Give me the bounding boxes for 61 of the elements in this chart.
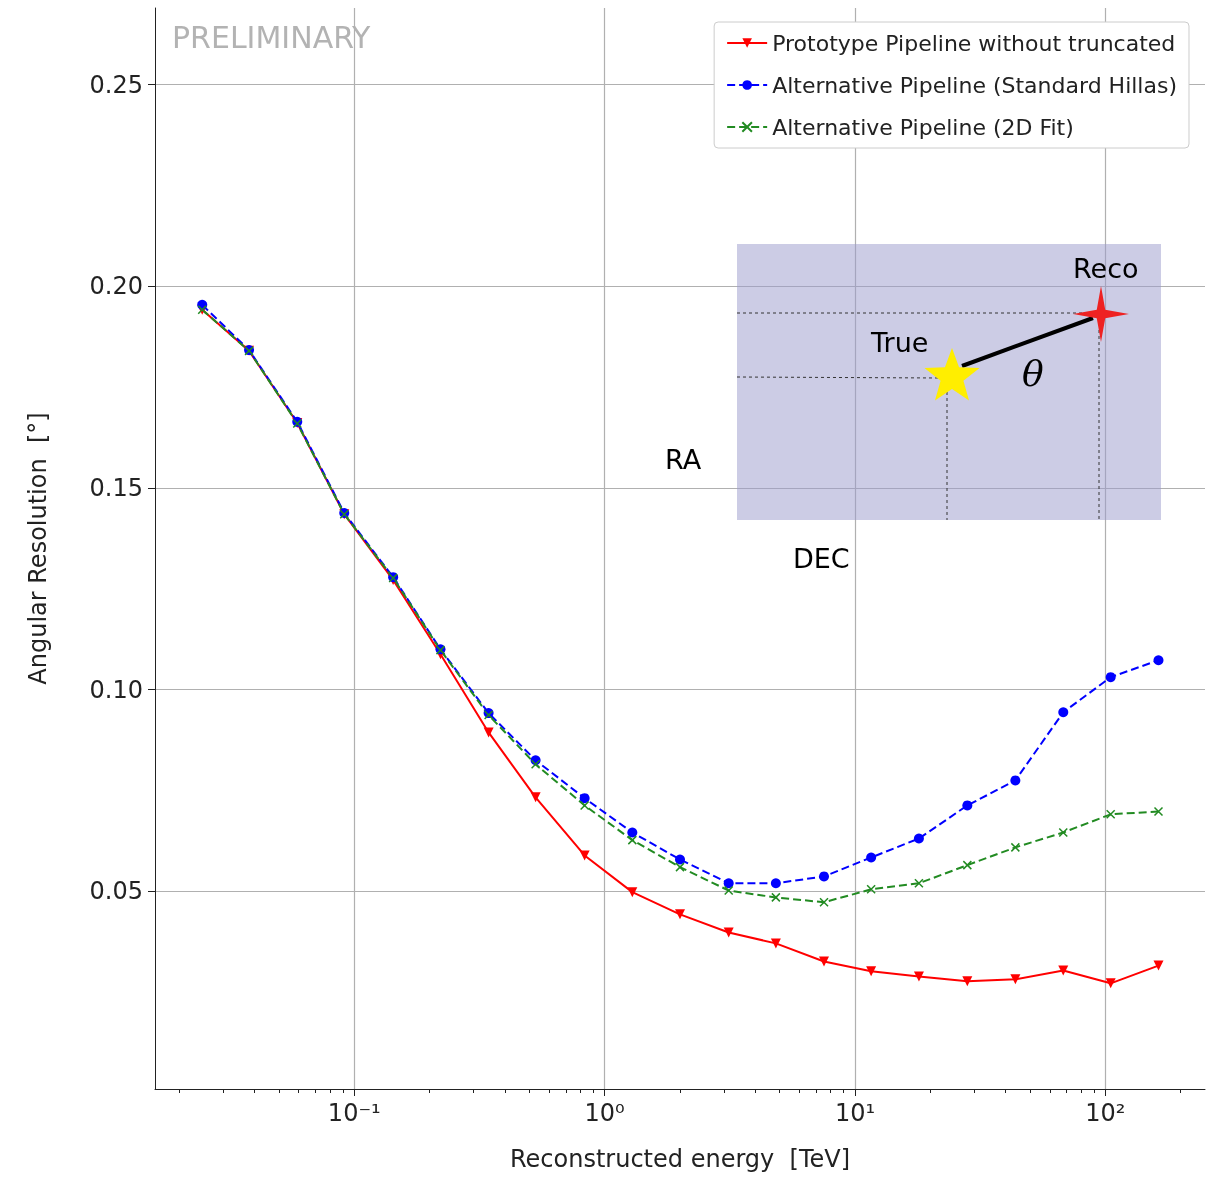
point bbox=[675, 854, 685, 865]
point bbox=[770, 938, 781, 949]
point bbox=[1105, 809, 1116, 820]
x-axis-title: Reconstructed energy [TeV] bbox=[509, 1145, 851, 1173]
x-tick-label: 10¹ bbox=[834, 1099, 876, 1127]
y-tick-label: 0.10 bbox=[89, 675, 143, 704]
point bbox=[1105, 978, 1116, 989]
point bbox=[1010, 775, 1021, 786]
point bbox=[1058, 827, 1069, 838]
point bbox=[771, 892, 781, 903]
point bbox=[579, 850, 590, 861]
point bbox=[914, 878, 924, 889]
annotation: DEC bbox=[793, 543, 850, 574]
point bbox=[866, 966, 877, 977]
point bbox=[579, 793, 590, 804]
point bbox=[1010, 842, 1021, 853]
y-tick-label: 0.15 bbox=[89, 474, 143, 502]
point bbox=[530, 759, 541, 770]
x-tick-label: 10⁻¹ bbox=[327, 1099, 381, 1127]
point bbox=[913, 971, 924, 982]
point bbox=[723, 878, 734, 889]
point bbox=[819, 871, 830, 882]
x-tick-label: 10⁰ bbox=[584, 1099, 625, 1127]
point bbox=[483, 727, 494, 738]
point bbox=[627, 827, 638, 838]
point bbox=[1010, 974, 1021, 985]
point bbox=[1105, 672, 1116, 683]
legend-label: Alternative Pipeline (Standard Hillas) bbox=[772, 72, 1178, 98]
point bbox=[913, 833, 924, 844]
x-tick-label: 10² bbox=[1085, 1099, 1126, 1127]
annotation: True bbox=[870, 327, 929, 358]
point bbox=[1153, 806, 1164, 817]
point bbox=[962, 976, 973, 987]
point bbox=[962, 860, 973, 870]
point bbox=[627, 835, 638, 845]
point bbox=[675, 909, 685, 920]
point bbox=[866, 884, 876, 895]
point bbox=[866, 852, 877, 863]
point bbox=[579, 800, 590, 811]
annotation: θ bbox=[1022, 353, 1044, 394]
legend-label: Alternative Pipeline (2D Fit) bbox=[772, 114, 1074, 140]
legend-label: Prototype Pipeline without truncated bbox=[772, 30, 1176, 56]
point bbox=[530, 792, 541, 803]
annotation: RA bbox=[665, 444, 702, 475]
point bbox=[962, 800, 973, 811]
point bbox=[770, 878, 781, 889]
y-tick-label: 0.20 bbox=[89, 272, 143, 301]
y-tick-label: 0.05 bbox=[89, 877, 143, 906]
y-tick-label: 0.25 bbox=[89, 70, 143, 99]
point bbox=[819, 897, 829, 907]
point bbox=[819, 956, 830, 967]
point bbox=[675, 862, 685, 872]
y-axis-title: Angular Resolution [°] bbox=[24, 412, 52, 685]
point bbox=[723, 885, 734, 896]
annotation: Reco bbox=[1073, 253, 1139, 284]
point bbox=[1153, 655, 1164, 666]
point bbox=[1058, 965, 1069, 976]
point bbox=[627, 887, 638, 898]
point bbox=[1153, 960, 1164, 971]
point bbox=[723, 927, 734, 938]
point bbox=[1058, 707, 1069, 718]
